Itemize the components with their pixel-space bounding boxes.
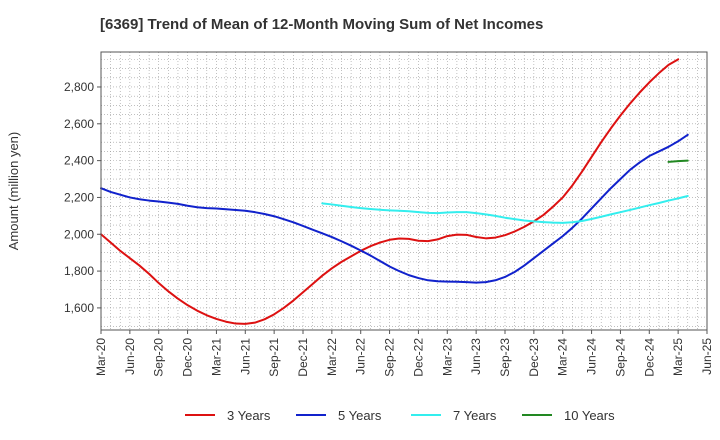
- x-tick-label: Sep-20: [152, 338, 166, 377]
- x-tick-label: Jun-25: [700, 338, 714, 375]
- x-tick-label: Dec-24: [642, 338, 656, 377]
- legend-label: 5 Years: [338, 407, 382, 423]
- legend: 3 Years 5 Years 7 Years 10 Years: [0, 404, 720, 426]
- y-tick-label: 2,200: [64, 190, 94, 204]
- y-tick-label: 1,600: [64, 301, 94, 315]
- legend-swatch: [411, 414, 441, 416]
- legend-item-3-years: 3 Years: [185, 404, 270, 426]
- x-tick-label: Jun-24: [585, 338, 599, 375]
- plot-area: [101, 52, 707, 330]
- x-tick-label: Sep-23: [498, 338, 512, 377]
- x-tick-label: Dec-22: [411, 338, 425, 377]
- legend-swatch: [185, 414, 215, 416]
- x-tick-label: Mar-22: [325, 338, 339, 376]
- series-line-3-years: [100, 58, 680, 325]
- series-line-5-years: [100, 133, 689, 284]
- x-tick-label: Mar-21: [209, 338, 223, 376]
- grid-lines: [100, 52, 708, 330]
- chart-title: [6369] Trend of Mean of 12-Month Moving …: [100, 16, 544, 33]
- y-tick-label: 2,400: [64, 154, 94, 168]
- y-axis-title: Amount (million yen): [6, 132, 21, 251]
- x-tick-label: Jun-20: [123, 338, 137, 375]
- legend-swatch: [522, 414, 552, 416]
- y-tick-label: 2,000: [64, 227, 94, 241]
- plot-frame: [100, 51, 708, 331]
- x-axis-ticks: Mar-20 Jun-20 Sep-20 Dec-20 Mar-21 Jun-21 Sep-…: [94, 330, 714, 377]
- legend-label: 7 Years: [453, 407, 497, 423]
- x-tick-label: Mar-25: [671, 338, 685, 376]
- legend-swatch: [296, 414, 326, 416]
- y-tick-label: 2,600: [64, 117, 94, 131]
- y-axis-ticks: 1,600 1,800 2,000 2,200 2,400 2,600 2,800: [64, 80, 101, 315]
- x-tick-label: Jun-22: [354, 338, 368, 375]
- y-tick-label: 2,800: [64, 80, 94, 94]
- x-tick-label: Dec-20: [181, 338, 195, 377]
- series-line-7-years: [321, 194, 689, 224]
- x-tick-label: Mar-20: [94, 338, 108, 376]
- y-tick-label: 1,800: [64, 264, 94, 278]
- legend-label: 10 Years: [564, 407, 615, 423]
- x-tick-label: Sep-21: [267, 338, 281, 377]
- series-lines: [100, 58, 689, 325]
- x-tick-label: Sep-22: [383, 338, 397, 377]
- x-tick-label: Dec-23: [527, 338, 541, 377]
- legend-item-5-years: 5 Years: [296, 404, 381, 426]
- x-tick-label: Jun-23: [469, 338, 483, 375]
- legend-item-10-years: 10 Years: [522, 404, 615, 426]
- legend-label: 3 Years: [227, 407, 271, 423]
- x-tick-label: Dec-21: [296, 338, 310, 377]
- x-tick-label: Mar-23: [440, 338, 454, 376]
- x-tick-label: Mar-24: [556, 338, 570, 376]
- x-tick-label: Jun-21: [238, 338, 252, 375]
- legend-item-7-years: 7 Years: [411, 404, 496, 426]
- series-line-10-years: [667, 159, 689, 163]
- x-tick-label: Sep-24: [613, 338, 627, 377]
